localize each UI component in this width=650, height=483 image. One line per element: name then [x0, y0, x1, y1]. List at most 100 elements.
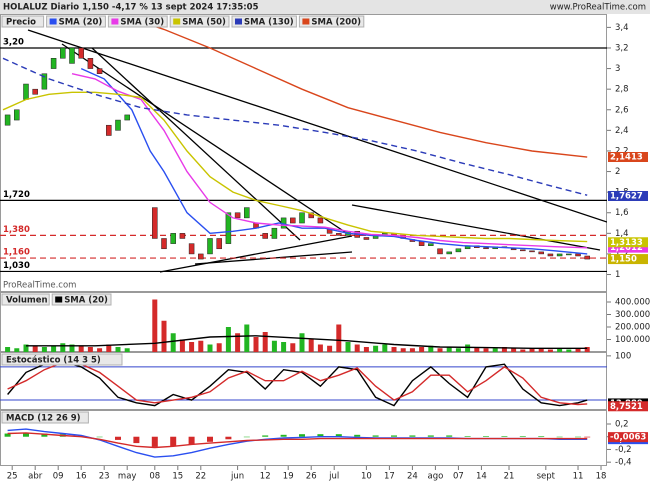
histogram-bar — [584, 436, 591, 438]
y-tick-label: 3,2 — [615, 43, 629, 53]
legend-box — [298, 15, 365, 28]
last-value-box — [608, 401, 648, 412]
candle — [198, 253, 204, 260]
volume-bar — [354, 344, 360, 352]
series-line — [7, 428, 588, 458]
volume-bar — [290, 343, 296, 352]
volume-bar — [170, 333, 176, 352]
y-tick-label: 200.000 — [615, 323, 650, 333]
volume-bar — [520, 349, 526, 352]
volume-bar — [106, 344, 112, 352]
x-tick-label: 22 — [195, 472, 206, 482]
volume-bar — [437, 348, 443, 352]
candle — [60, 47, 66, 59]
histogram-bar — [446, 435, 453, 437]
x-tick-label: 21 — [504, 472, 515, 482]
volume-bar — [446, 347, 452, 352]
x-tick-label: 15 — [172, 472, 183, 482]
histogram-bar — [556, 436, 563, 438]
legend-box — [51, 293, 112, 306]
candle — [244, 207, 250, 219]
volume-bar — [382, 344, 388, 352]
y-tick-label: 3,4 — [615, 23, 629, 33]
volume-bar — [409, 348, 415, 352]
histogram-bar — [299, 434, 306, 437]
volume-bar — [179, 339, 185, 352]
legend-box — [46, 15, 106, 28]
candle — [262, 233, 268, 239]
level-label: 3,20 — [3, 37, 24, 47]
volume-bar — [317, 344, 323, 352]
level-label: 1,160 — [3, 248, 30, 258]
series-line — [7, 432, 588, 449]
y-tick-label: 3 — [615, 64, 620, 74]
candle — [483, 247, 489, 250]
data-layer: 25 abr 09 16 23 may 08 15 22 jun 12 19 26 jul 10 17 24 ag… — [0, 15, 650, 482]
last-value-label: 1,3133 — [610, 238, 643, 248]
candle — [271, 227, 278, 239]
volume-bar — [78, 345, 84, 352]
histogram-bar — [409, 435, 416, 437]
candle — [336, 233, 342, 236]
legend-swatch — [49, 18, 57, 25]
legend-swatch — [55, 296, 63, 303]
source: www.ProRealTime.com — [550, 3, 646, 13]
level-label: 1,030 — [3, 261, 30, 271]
candle — [188, 243, 195, 255]
histogram-bar — [262, 435, 269, 437]
stochastic-panel — [0, 352, 607, 410]
last-value-box — [608, 432, 648, 443]
x-tick-label: 19 — [283, 472, 294, 482]
volume-bar — [115, 347, 121, 352]
volume-bar — [547, 349, 553, 352]
volume-bar — [225, 327, 231, 352]
volume-bar — [299, 333, 305, 352]
legend-box — [169, 15, 230, 28]
series-line — [80, 67, 588, 255]
y-tick-label: 2,2 — [615, 146, 629, 156]
volume-bar — [538, 348, 544, 352]
last-value-label: 2,1413 — [610, 152, 643, 162]
series-line — [126, 16, 588, 158]
volume-bar — [244, 324, 250, 352]
x-tick-label: 25 — [7, 472, 18, 482]
y-tick-label: 100.000 — [615, 335, 650, 345]
y-tick-label: 2,8 — [615, 85, 629, 95]
last-value-label: 1,7627 — [610, 191, 643, 201]
volume-bar — [23, 344, 29, 352]
histogram-bar — [243, 436, 250, 438]
last-value-box — [608, 190, 648, 201]
volume-bar — [198, 340, 204, 352]
series-line — [71, 73, 588, 249]
volume-bar — [336, 324, 342, 352]
last-value-box — [608, 254, 648, 265]
candle — [225, 212, 232, 244]
candle — [566, 253, 572, 256]
legend-box — [1, 293, 50, 306]
x-tick-label: 23 — [99, 472, 110, 482]
candle — [584, 255, 590, 260]
volume-bar — [501, 347, 507, 352]
volume-bar — [391, 347, 397, 352]
candle — [547, 253, 554, 257]
x-tick-label: 17 — [384, 472, 395, 482]
last-value-label: 1,150 — [610, 255, 637, 265]
x-tick-label: 08 — [149, 472, 160, 482]
volume-bar — [271, 340, 277, 352]
candle — [299, 212, 305, 224]
candle — [437, 248, 443, 255]
histogram-bar — [133, 436, 140, 444]
y-tick-label: 0,2 — [615, 420, 629, 430]
legend-box — [231, 15, 297, 28]
x-tick-label: may — [118, 472, 137, 482]
x-tick-label: 09 — [53, 472, 64, 482]
candle — [161, 238, 167, 250]
trendline — [61, 43, 346, 233]
series-line — [26, 335, 588, 349]
histogram-bar — [335, 434, 342, 437]
x-tick-label: ago — [428, 472, 444, 482]
volume-bar — [161, 320, 167, 352]
x-tick-label: sept — [537, 472, 556, 482]
histogram-bar — [372, 435, 379, 437]
